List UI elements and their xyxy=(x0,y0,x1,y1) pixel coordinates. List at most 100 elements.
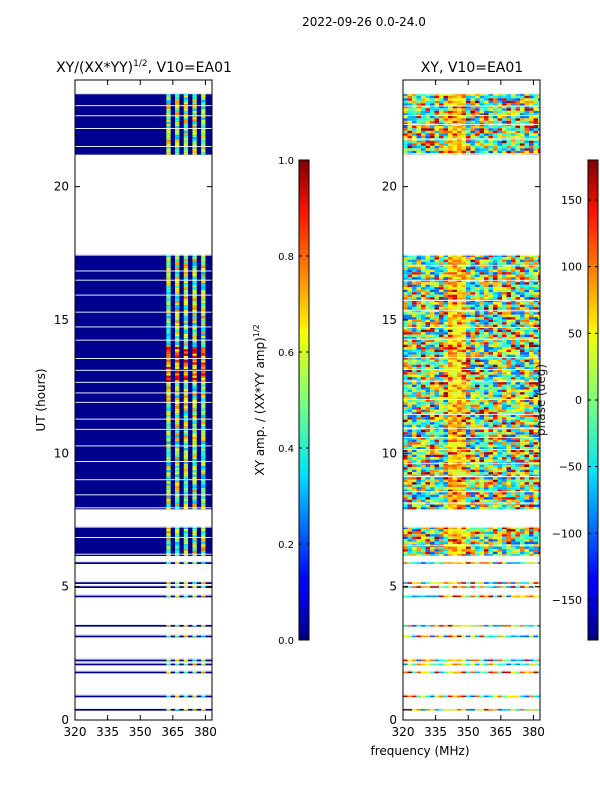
phase-cell xyxy=(407,322,412,325)
flag-line xyxy=(75,381,212,383)
phase-cell xyxy=(412,267,417,270)
amp-cell xyxy=(192,658,197,661)
amp-cell xyxy=(201,505,206,508)
phase-cell xyxy=(448,526,453,530)
phase-cell xyxy=(457,289,462,293)
phase-cell xyxy=(488,339,493,343)
phase-cell xyxy=(479,367,484,370)
phase-cell xyxy=(421,474,426,478)
phase-cell xyxy=(520,484,525,488)
amp-cell xyxy=(166,459,171,462)
phase-cell xyxy=(475,397,480,400)
amp-cell xyxy=(192,424,197,427)
amp-cell xyxy=(192,305,197,308)
phase-cell xyxy=(439,254,444,258)
phase-cell xyxy=(502,322,507,325)
amp-band-base xyxy=(75,670,212,674)
phase-cell xyxy=(511,444,516,448)
phase-cell xyxy=(506,262,511,265)
phase-cell xyxy=(457,459,462,463)
phase-cell xyxy=(506,658,511,662)
amp-cell xyxy=(192,296,197,299)
phase-cell xyxy=(511,312,516,315)
phase-cell xyxy=(421,414,426,418)
amplitude-title-suffix: , V10=EA01 xyxy=(148,60,232,76)
phase-cell xyxy=(412,324,417,328)
phase-cell xyxy=(515,384,520,388)
amp-cell xyxy=(175,355,180,359)
phase-cell xyxy=(475,419,480,423)
phase-cell xyxy=(479,384,484,388)
phase-cell xyxy=(452,454,457,458)
phase-cell xyxy=(520,472,525,475)
phase-cell xyxy=(533,324,538,328)
phase-cell xyxy=(524,304,529,308)
phase-cell xyxy=(434,464,439,468)
y-tick-label: 5 xyxy=(61,580,69,594)
amp-cell xyxy=(201,121,206,125)
phase-cell xyxy=(529,322,534,325)
phase-cell xyxy=(533,329,538,333)
phase-cell xyxy=(421,444,426,448)
phase-cell xyxy=(452,289,457,293)
phase-cell xyxy=(403,454,408,458)
phase-cell xyxy=(443,452,448,455)
phase-cell xyxy=(416,369,421,373)
amp-cell xyxy=(201,417,206,420)
phase-cell xyxy=(466,382,471,385)
phase-cell xyxy=(529,277,534,280)
phase-cell xyxy=(452,342,457,345)
phase-cell xyxy=(457,397,462,400)
phase-cell xyxy=(502,479,507,483)
phase-cell xyxy=(502,581,507,584)
phase-cell xyxy=(475,594,480,598)
flag-line xyxy=(75,670,212,672)
phase-cell xyxy=(497,329,502,333)
phase-cell xyxy=(470,439,475,443)
phase-cell xyxy=(443,257,448,260)
phase-cell xyxy=(403,541,408,545)
amp-cell xyxy=(166,353,171,356)
phase-cell xyxy=(497,467,502,470)
phase-cell xyxy=(506,287,511,290)
phase-cell xyxy=(430,369,435,373)
phase-cell xyxy=(484,282,489,285)
phase-cell xyxy=(425,412,430,415)
phase-cell xyxy=(488,297,493,300)
amp-cell xyxy=(192,415,197,418)
amp-cell xyxy=(166,594,171,597)
phase-cell xyxy=(466,561,471,564)
phase-cell xyxy=(475,312,480,315)
phase-cell xyxy=(439,708,444,711)
phase-cell xyxy=(502,469,507,473)
phase-cell xyxy=(425,357,430,360)
phase-cell xyxy=(497,332,502,335)
phase-cell xyxy=(457,327,462,330)
phase-cell xyxy=(479,662,484,666)
phase-cell xyxy=(403,319,408,323)
phase-cell xyxy=(425,484,430,488)
amp-cell xyxy=(166,485,171,488)
phase-cell xyxy=(439,314,444,318)
flag-line xyxy=(403,662,540,664)
phase-cell xyxy=(511,364,516,368)
phase-cell xyxy=(520,259,525,263)
phase-cell xyxy=(421,477,426,480)
amp-cell xyxy=(166,585,171,588)
phase-cell xyxy=(511,419,516,423)
amp-cell xyxy=(192,289,197,293)
phase-cell xyxy=(430,459,435,463)
phase-cell xyxy=(529,362,534,365)
phase-cell xyxy=(506,432,511,435)
phase-cell xyxy=(524,257,529,260)
phase-cell xyxy=(488,432,493,435)
phase-cell xyxy=(434,294,439,298)
phase-cell xyxy=(416,624,421,627)
phase-cell xyxy=(430,526,435,530)
phase-cell xyxy=(448,447,453,450)
data-band xyxy=(75,594,212,598)
phase-cell xyxy=(457,334,462,338)
phase-cell xyxy=(475,274,480,278)
phase-cell xyxy=(520,541,525,545)
phase-cell xyxy=(434,254,439,258)
